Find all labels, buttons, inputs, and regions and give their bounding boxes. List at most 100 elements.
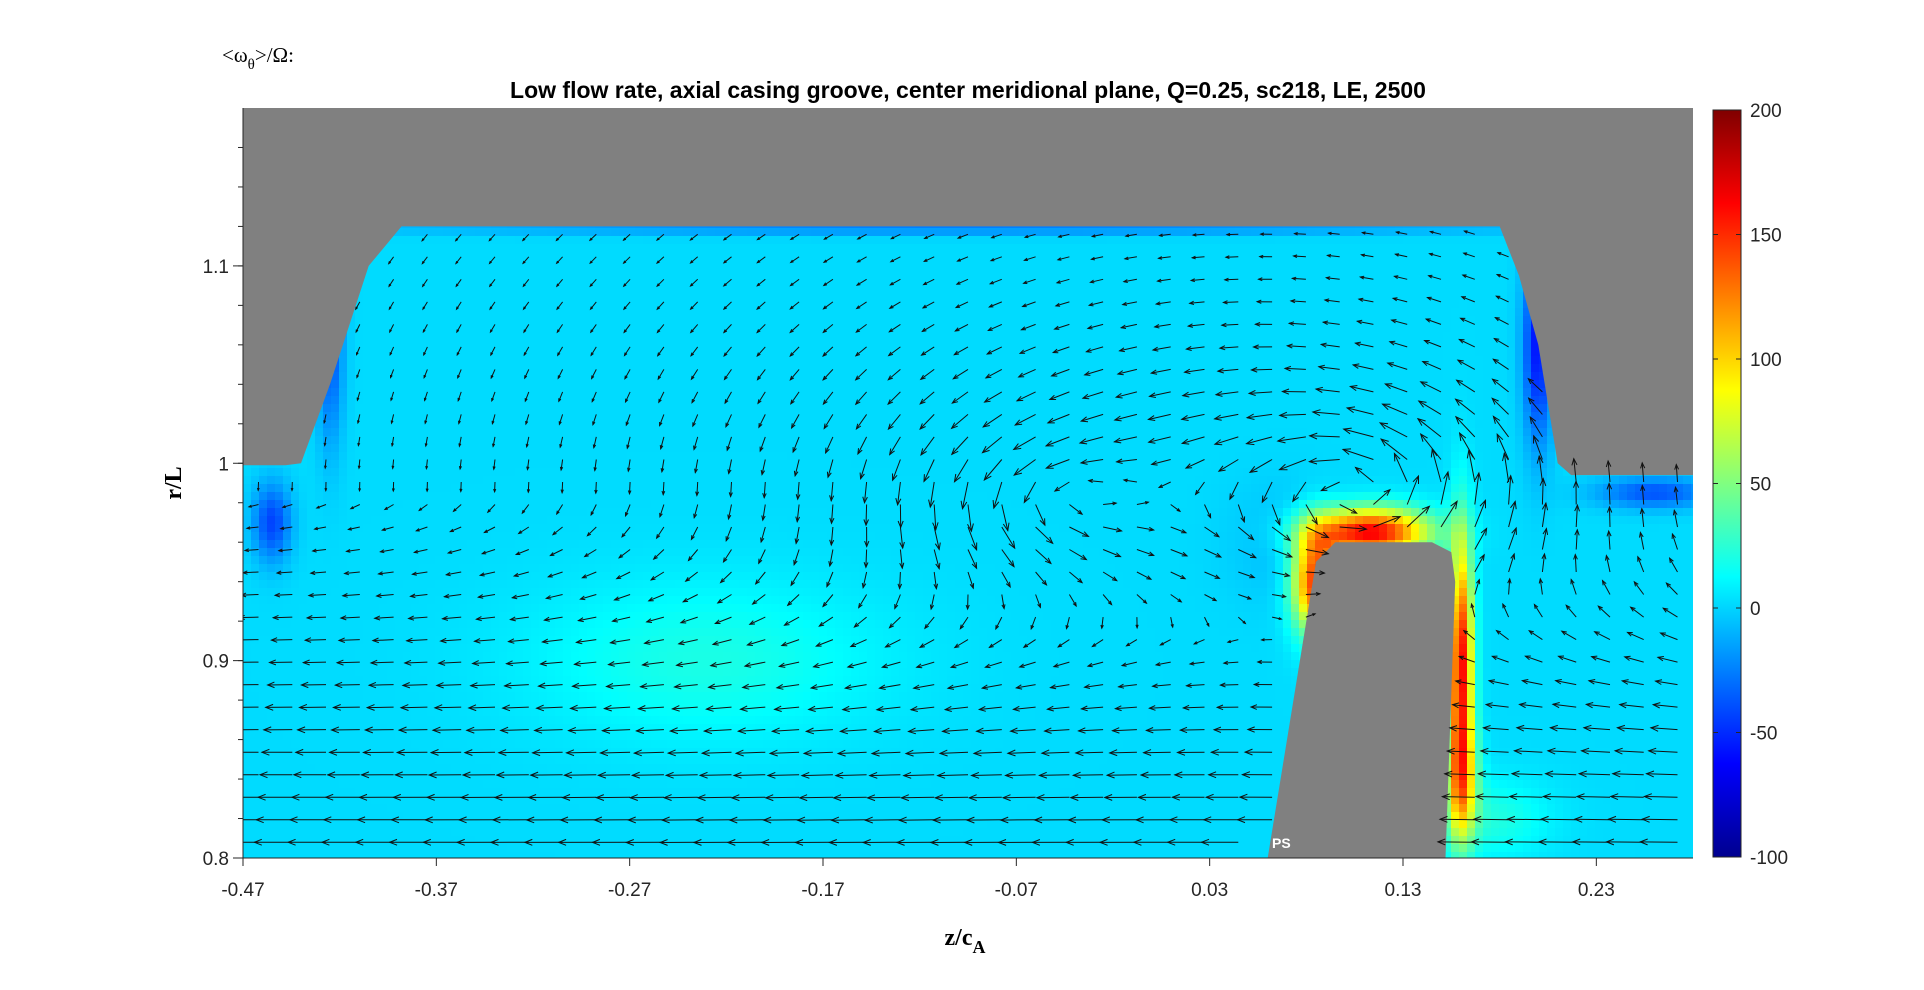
vorticity-cell	[379, 628, 388, 637]
vorticity-cell	[579, 476, 588, 485]
vorticity-cell	[555, 380, 564, 389]
vorticity-cell	[411, 436, 420, 445]
vorticity-cell	[571, 708, 580, 717]
vorticity-cell	[643, 508, 652, 517]
vorticity-cell	[427, 340, 436, 349]
vorticity-cell	[611, 780, 620, 789]
vorticity-cell	[403, 844, 412, 853]
vorticity-cell	[563, 836, 572, 845]
vorticity-cell	[627, 716, 636, 725]
vorticity-cell	[539, 356, 548, 365]
vorticity-cell	[611, 588, 620, 597]
vorticity-cell	[483, 540, 492, 549]
vorticity-cell	[523, 396, 532, 405]
vorticity-cell	[659, 396, 668, 405]
vorticity-cell	[467, 804, 476, 813]
vorticity-cell	[347, 844, 356, 853]
vorticity-cell	[619, 764, 628, 773]
vorticity-cell	[427, 804, 436, 813]
vorticity-cell	[331, 524, 340, 533]
vorticity-cell	[595, 580, 604, 589]
vorticity-cell	[259, 708, 268, 717]
vorticity-cell	[571, 444, 580, 453]
vorticity-cell	[355, 292, 364, 301]
vorticity-cell	[603, 756, 612, 765]
vorticity-cell	[603, 636, 612, 645]
vorticity-cell	[483, 292, 492, 301]
vorticity-cell	[251, 828, 260, 837]
vorticity-cell	[403, 252, 412, 261]
vorticity-cell	[435, 468, 444, 477]
vorticity-cell	[427, 764, 436, 773]
vorticity-cell	[555, 836, 564, 845]
vorticity-cell	[411, 692, 420, 701]
vorticity-cell	[371, 620, 380, 629]
vorticity-cell	[339, 676, 348, 685]
vorticity-cell	[579, 532, 588, 541]
vorticity-cell	[427, 812, 436, 821]
vorticity-cell	[595, 748, 604, 757]
vorticity-cell	[555, 468, 564, 477]
vorticity-cell	[339, 532, 348, 541]
vorticity-cell	[371, 468, 380, 477]
vorticity-cell	[291, 740, 300, 749]
vorticity-cell	[523, 788, 532, 797]
vorticity-cell	[435, 532, 444, 541]
vorticity-cell	[555, 476, 564, 485]
vorticity-cell	[451, 740, 460, 749]
vorticity-cell	[491, 620, 500, 629]
vorticity-cell	[603, 660, 612, 669]
vorticity-cell	[331, 596, 340, 605]
vorticity-cell	[659, 268, 668, 277]
vorticity-cell	[459, 308, 468, 317]
vorticity-cell	[435, 660, 444, 669]
vorticity-cell	[467, 244, 476, 253]
vorticity-cell	[395, 620, 404, 629]
vorticity-cell	[331, 372, 340, 381]
vorticity-cell	[627, 444, 636, 453]
vorticity-cell	[411, 252, 420, 261]
vorticity-cell	[603, 732, 612, 741]
vorticity-cell	[379, 292, 388, 301]
vorticity-cell	[435, 756, 444, 765]
vorticity-cell	[643, 420, 652, 429]
vorticity-cell	[579, 460, 588, 469]
vorticity-cell	[515, 724, 524, 733]
vorticity-cell	[555, 356, 564, 365]
vorticity-cell	[275, 828, 284, 837]
vorticity-cell	[419, 788, 428, 797]
vorticity-cell	[379, 340, 388, 349]
vorticity-cell	[523, 740, 532, 749]
vorticity-cell	[603, 244, 612, 253]
vorticity-cell	[411, 500, 420, 509]
vorticity-cell	[347, 396, 356, 405]
vorticity-cell	[475, 252, 484, 261]
vorticity-cell	[283, 476, 292, 485]
vorticity-cell	[459, 604, 468, 613]
vorticity-cell	[419, 444, 428, 453]
vorticity-cell	[475, 284, 484, 293]
vorticity-cell	[611, 420, 620, 429]
vorticity-cell	[427, 636, 436, 645]
vorticity-cell	[315, 588, 324, 597]
vorticity-cell	[539, 436, 548, 445]
vorticity-cell	[411, 324, 420, 333]
vorticity-cell	[499, 276, 508, 285]
vorticity-cell	[483, 324, 492, 333]
vorticity-cell	[595, 468, 604, 477]
vorticity-cell	[387, 764, 396, 773]
vorticity-cell	[323, 540, 332, 549]
vorticity-cell	[483, 348, 492, 357]
vorticity-cell	[363, 628, 372, 637]
vorticity-cell	[395, 508, 404, 517]
vorticity-cell	[611, 836, 620, 845]
vorticity-cell	[443, 396, 452, 405]
vorticity-cell	[379, 524, 388, 533]
vorticity-cell	[283, 564, 292, 573]
vorticity-cell	[515, 620, 524, 629]
vorticity-cell	[523, 756, 532, 765]
vorticity-cell	[619, 852, 628, 858]
vorticity-cell	[363, 732, 372, 741]
vorticity-cell	[635, 660, 644, 669]
vorticity-cell	[563, 676, 572, 685]
